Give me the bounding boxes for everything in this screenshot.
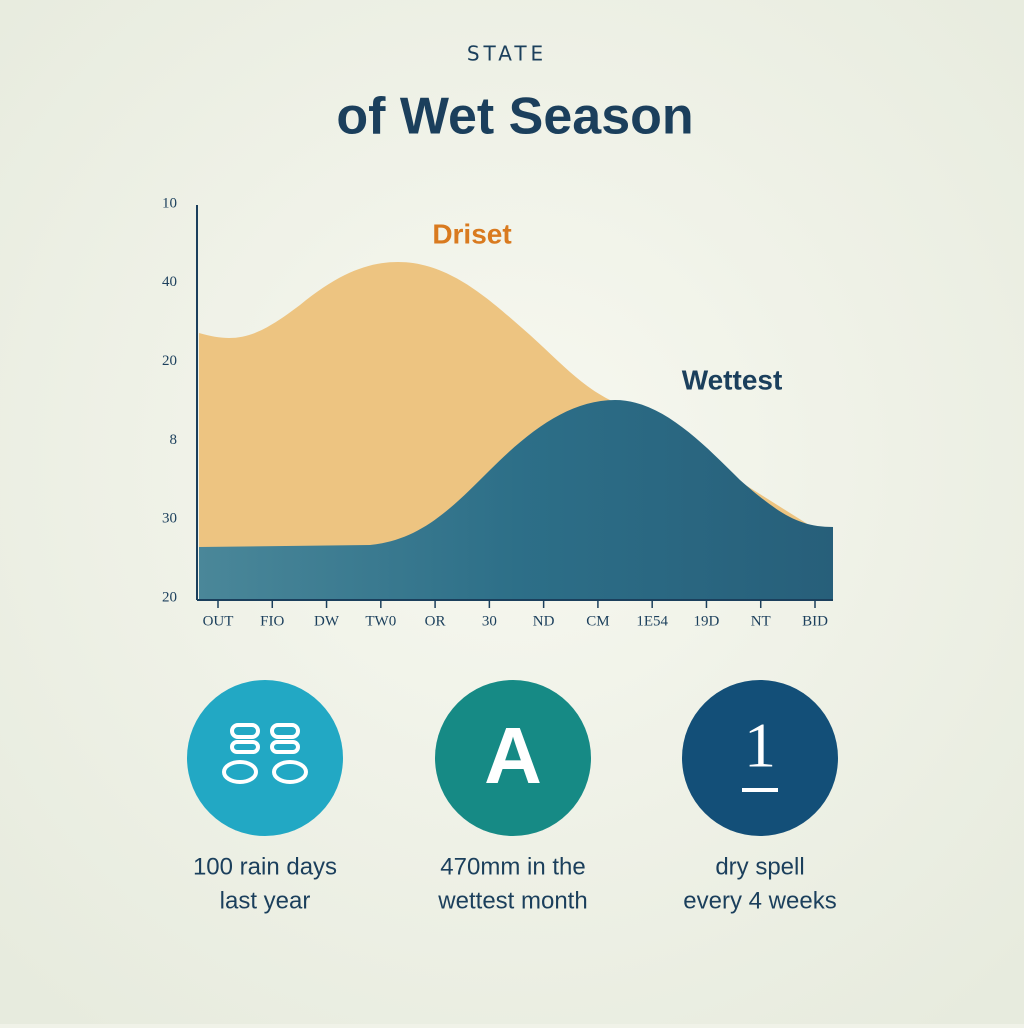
- stat-texts: 100 rain days last year 470mm in the wettes…: [193, 853, 837, 914]
- x-label: 19D: [694, 613, 720, 629]
- stat-circle: [187, 680, 343, 836]
- x-label: NT: [751, 613, 771, 629]
- stat-text: dry spell: [715, 853, 804, 880]
- x-label: OUT: [203, 613, 234, 629]
- stat-text: wettest month: [437, 887, 587, 914]
- stat-icon: 1: [744, 710, 776, 781]
- axis-labels: 10 40 20 8 30 20 OUT FIO DW TW0 OR 30 ND CM 1E54 19D NT B…: [162, 195, 828, 629]
- y-label: 30: [162, 511, 177, 527]
- kicker: STATE: [467, 42, 547, 66]
- stat-text: every 4 weeks: [683, 887, 836, 914]
- title: of Wet Season: [336, 88, 693, 146]
- x-label: FIO: [260, 613, 284, 629]
- y-label: 40: [162, 274, 177, 290]
- y-label: 20: [162, 353, 177, 369]
- x-label: OR: [425, 613, 446, 629]
- x-label: ND: [533, 613, 555, 629]
- stat-circle: [435, 680, 591, 836]
- x-label: 1E54: [636, 613, 668, 629]
- series-label: Wettest: [682, 364, 783, 395]
- y-label: 10: [162, 195, 177, 211]
- x-label: 30: [482, 613, 497, 629]
- x-label: CM: [586, 613, 609, 629]
- stat-text: 100 rain days: [193, 853, 337, 880]
- x-label: BID: [802, 613, 828, 629]
- stat-icon: A: [484, 711, 542, 800]
- stat-circle: [682, 680, 838, 836]
- y-label: 20: [162, 589, 177, 605]
- stat-text: last year: [220, 887, 311, 914]
- series-label: Driset: [432, 218, 511, 249]
- y-label: 8: [170, 432, 178, 448]
- x-label: DW: [314, 613, 340, 629]
- stat-icons: [187, 680, 838, 836]
- footprints-icon: [222, 723, 308, 784]
- wettest-area: [199, 400, 833, 600]
- stat-text: 470mm in the: [440, 853, 585, 880]
- x-label: TW0: [365, 613, 396, 629]
